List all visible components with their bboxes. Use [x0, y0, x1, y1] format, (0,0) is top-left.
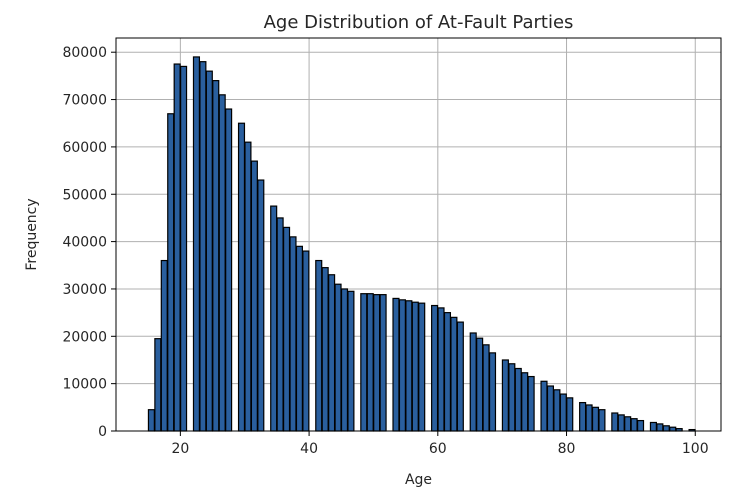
- histogram-bar: [456, 321, 464, 432]
- histogram-bar: [199, 61, 207, 432]
- histogram-bar: [167, 113, 175, 432]
- histogram-bar: [340, 288, 349, 432]
- histogram-bar: [405, 300, 413, 432]
- histogram-bar: [566, 397, 574, 432]
- y-tick-label: 80000: [62, 45, 107, 61]
- histogram-bar: [347, 290, 355, 432]
- x-axis-ticks: 20 40 60 80 100: [171, 431, 709, 457]
- histogram-bar: [315, 259, 323, 432]
- histogram-bar: [437, 307, 445, 432]
- histogram-bar: [192, 56, 201, 432]
- histogram-bar: [366, 293, 374, 432]
- histogram-bar: [237, 122, 246, 432]
- histogram-bar: [559, 393, 567, 432]
- chart-title: Age Distribution of At-Fault Parties: [264, 12, 574, 33]
- histogram-bar: [649, 421, 657, 432]
- histogram-bar: [591, 406, 600, 432]
- histogram-bar: [617, 414, 625, 432]
- histogram-bar: [630, 418, 638, 432]
- x-tick-label: 100: [682, 441, 709, 457]
- y-tick-label: 70000: [62, 93, 107, 109]
- histogram-bar: [662, 425, 670, 432]
- histogram-bar: [585, 404, 593, 432]
- histogram-bar: [379, 294, 387, 432]
- y-tick-label: 10000: [62, 377, 107, 393]
- histogram-bar: [624, 416, 632, 432]
- histogram-bar: [476, 337, 484, 432]
- histogram-bar: [514, 367, 522, 432]
- histogram-bar: [321, 267, 329, 432]
- histogram-bar: [360, 293, 368, 432]
- histogram-bar: [540, 380, 548, 432]
- bars: [147, 56, 696, 432]
- histogram-bar: [205, 70, 213, 432]
- histogram-bar: [302, 250, 310, 432]
- histogram-bar: [553, 389, 561, 432]
- histogram-bar: [373, 294, 381, 432]
- x-tick-label: 20: [171, 441, 189, 457]
- y-tick-label: 30000: [62, 282, 107, 298]
- histogram-bar: [244, 141, 252, 432]
- histogram-bar: [282, 226, 291, 432]
- histogram-bar: [212, 80, 220, 432]
- y-tick-label: 0: [98, 424, 107, 440]
- histogram-bar: [160, 259, 168, 432]
- histogram-bar: [431, 304, 439, 432]
- x-axis-label: Age: [405, 472, 432, 488]
- histogram-bar: [411, 301, 419, 432]
- histogram-bar: [147, 409, 155, 432]
- y-axis-label: Frequency: [24, 198, 40, 270]
- histogram-bar: [334, 283, 342, 432]
- histogram-bar: [257, 179, 265, 432]
- histogram-bar: [225, 108, 233, 432]
- histogram-bar: [392, 297, 400, 432]
- y-tick-label: 50000: [62, 187, 107, 203]
- histogram-bar: [669, 426, 677, 432]
- histogram-bar: [276, 217, 284, 432]
- x-tick-label: 80: [558, 441, 576, 457]
- y-tick-label: 60000: [62, 140, 107, 156]
- plot-frame: [115, 37, 722, 432]
- histogram-bar: [418, 302, 426, 432]
- histogram-bar: [180, 65, 188, 432]
- histogram-bar: [270, 205, 278, 432]
- histogram-bar: [527, 375, 535, 432]
- y-tick-label: 40000: [62, 235, 107, 251]
- histogram-bar: [450, 316, 458, 432]
- histogram-bar: [482, 344, 490, 432]
- histogram-bar: [173, 63, 181, 432]
- histogram-bar: [218, 94, 226, 432]
- x-tick-label: 60: [429, 441, 447, 457]
- histogram-bar: [328, 274, 336, 432]
- histogram-bar: [508, 363, 516, 432]
- histogram-bar: [295, 245, 303, 432]
- histogram-bar: [546, 385, 555, 432]
- histogram-bar: [598, 409, 606, 432]
- histogram-bar: [154, 338, 162, 432]
- histogram-bar: [636, 419, 645, 432]
- histogram-bar: [443, 312, 452, 432]
- histogram-bar: [469, 332, 477, 432]
- y-tick-label: 20000: [62, 329, 107, 345]
- histogram-bar: [521, 372, 529, 432]
- histogram-bar: [501, 359, 509, 432]
- histogram-bar: [398, 299, 406, 432]
- histogram-bar: [488, 352, 497, 432]
- histogram-bar: [611, 412, 619, 432]
- histogram-bar: [656, 423, 664, 432]
- histogram-bar: [579, 401, 587, 432]
- histogram-bar: [250, 160, 258, 432]
- x-tick-label: 40: [300, 441, 318, 457]
- y-axis-ticks: 0 10000 20000 30000 40000 50000 60000 70000 8000…: [62, 45, 116, 440]
- histogram-bar: [289, 236, 297, 432]
